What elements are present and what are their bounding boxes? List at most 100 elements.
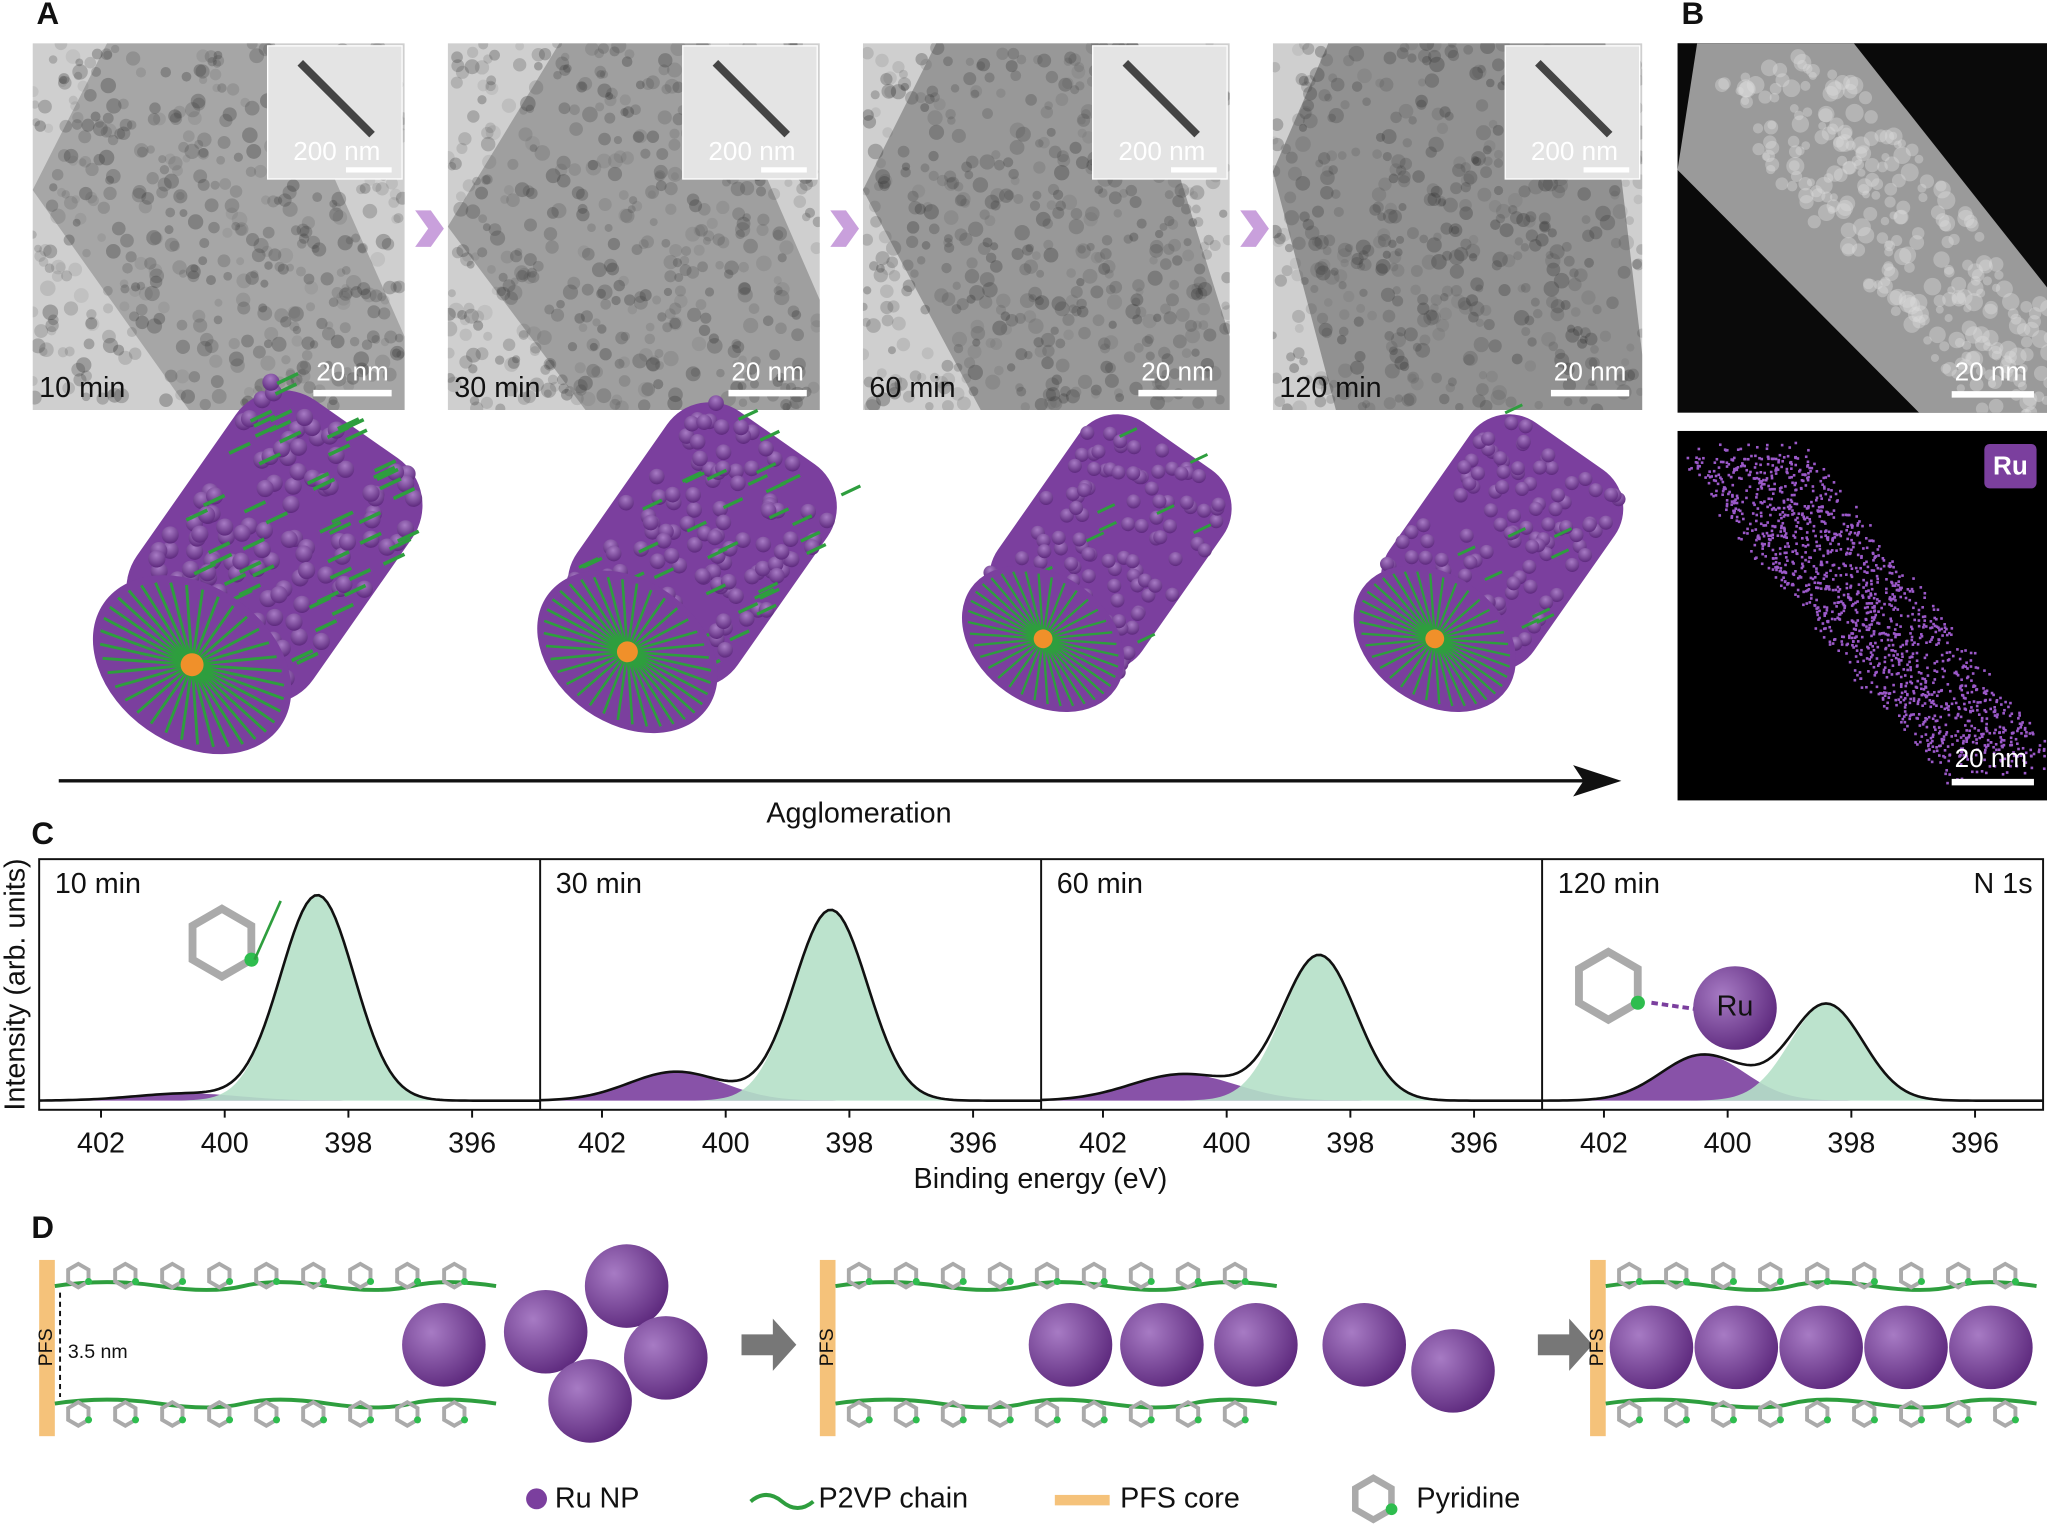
chain	[1400, 638, 1436, 688]
particle	[1398, 203, 1407, 212]
particle	[1195, 287, 1208, 300]
eds-dot	[1956, 648, 1959, 651]
particle	[979, 209, 990, 220]
particle	[523, 253, 537, 266]
eds-dot	[1905, 639, 1909, 643]
particle	[1302, 113, 1318, 129]
particle	[1070, 207, 1083, 220]
eds-dot	[1863, 606, 1867, 610]
chain	[314, 619, 338, 633]
particle	[39, 243, 52, 257]
eds-dot	[1848, 636, 1851, 640]
particle	[1419, 43, 1435, 51]
particle	[42, 304, 59, 321]
particle	[1399, 43, 1410, 53]
eds-dot	[1898, 575, 1901, 579]
eds-dot	[2016, 729, 2019, 733]
particle	[1548, 341, 1559, 352]
particle	[876, 368, 887, 379]
particle	[1071, 64, 1086, 79]
eds-dot	[1745, 468, 1749, 472]
eds-dot	[1962, 696, 1966, 700]
speck	[1881, 153, 1890, 162]
nitrogen	[226, 1416, 234, 1424]
nitrogen	[1147, 1277, 1155, 1285]
particle	[1427, 310, 1442, 325]
eds-dot	[1840, 600, 1843, 603]
particle	[891, 316, 906, 331]
particle	[240, 97, 250, 108]
eds-dot	[2003, 757, 2007, 761]
chain	[686, 520, 707, 533]
particle	[383, 280, 397, 295]
chain	[975, 590, 1044, 640]
particle	[277, 263, 289, 275]
eds-dot	[1870, 582, 1873, 586]
particle	[1314, 261, 1329, 276]
particle	[362, 203, 378, 219]
eds-dot	[1993, 731, 1996, 735]
pyridine	[1852, 1261, 1877, 1290]
particle	[1098, 337, 1111, 350]
particle	[757, 213, 770, 226]
eds-dot	[1924, 716, 1927, 720]
particle	[1098, 188, 1108, 198]
micelle	[1353, 403, 1626, 713]
nanoparticle	[148, 550, 166, 568]
particle	[1082, 268, 1098, 284]
chain	[164, 664, 194, 734]
particle	[192, 97, 206, 111]
particle	[668, 138, 681, 151]
eds-dot	[1891, 597, 1895, 601]
particle	[331, 202, 341, 212]
particle	[228, 337, 240, 350]
particle	[309, 340, 319, 349]
particle	[668, 387, 683, 403]
eds-dot	[1774, 556, 1778, 560]
eds-dot	[1960, 678, 1963, 682]
eds-dot	[1786, 559, 1789, 562]
speck	[1893, 210, 1908, 225]
eds-dot	[1867, 589, 1870, 592]
nitrogen	[1776, 1416, 1784, 1424]
particle	[1142, 313, 1157, 329]
speck	[1857, 178, 1873, 194]
speck	[1802, 63, 1813, 74]
particle	[173, 189, 188, 204]
particle	[1407, 371, 1420, 384]
chain	[1020, 638, 1045, 695]
particle	[63, 234, 75, 246]
eds-dot	[1865, 625, 1868, 628]
eds-dot	[2015, 764, 2019, 768]
eds-dot	[1800, 513, 1804, 517]
particle	[208, 221, 220, 234]
particle	[1447, 49, 1460, 62]
nanoparticle	[1126, 494, 1141, 509]
eds-dot	[1932, 681, 1935, 685]
nanoparticle	[633, 541, 649, 557]
eds-dot	[1939, 744, 1942, 748]
speck	[1740, 96, 1750, 106]
eds-dot	[2042, 767, 2046, 771]
particle	[138, 199, 153, 214]
eds-dot	[1876, 548, 1880, 551]
particle	[1516, 212, 1531, 228]
particle	[594, 65, 607, 78]
nanoparticle	[1457, 460, 1472, 475]
eds-dot	[1830, 617, 1834, 621]
eds-dot	[1864, 590, 1868, 593]
speck	[1905, 143, 1919, 157]
speck	[1818, 108, 1833, 123]
eds-dot	[1862, 547, 1865, 550]
particle	[1595, 205, 1611, 222]
particle	[286, 263, 295, 272]
nanoparticle	[758, 440, 774, 457]
eds-dot	[1792, 562, 1795, 565]
eds-dot	[1941, 667, 1944, 671]
nanoparticle	[1577, 548, 1593, 563]
eds-dot	[1862, 586, 1865, 589]
particle	[496, 286, 507, 297]
speck	[1841, 243, 1855, 257]
eds-dot	[1774, 566, 1777, 569]
particle	[506, 193, 520, 207]
